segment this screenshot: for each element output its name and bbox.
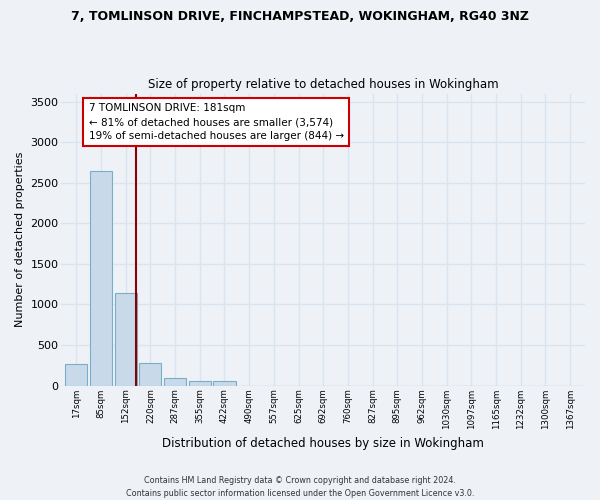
Bar bbox=[65, 364, 88, 386]
Bar bbox=[90, 172, 112, 386]
Y-axis label: Number of detached properties: Number of detached properties bbox=[15, 152, 25, 327]
Bar bbox=[214, 382, 236, 386]
X-axis label: Distribution of detached houses by size in Wokingham: Distribution of detached houses by size … bbox=[162, 437, 484, 450]
Text: 7, TOMLINSON DRIVE, FINCHAMPSTEAD, WOKINGHAM, RG40 3NZ: 7, TOMLINSON DRIVE, FINCHAMPSTEAD, WOKIN… bbox=[71, 10, 529, 23]
Bar bbox=[188, 381, 211, 386]
Bar bbox=[139, 363, 161, 386]
Text: 7 TOMLINSON DRIVE: 181sqm
← 81% of detached houses are smaller (3,574)
19% of se: 7 TOMLINSON DRIVE: 181sqm ← 81% of detac… bbox=[89, 104, 344, 142]
Bar bbox=[164, 378, 186, 386]
Title: Size of property relative to detached houses in Wokingham: Size of property relative to detached ho… bbox=[148, 78, 499, 91]
Text: Contains HM Land Registry data © Crown copyright and database right 2024.
Contai: Contains HM Land Registry data © Crown c… bbox=[126, 476, 474, 498]
Bar bbox=[115, 293, 137, 386]
